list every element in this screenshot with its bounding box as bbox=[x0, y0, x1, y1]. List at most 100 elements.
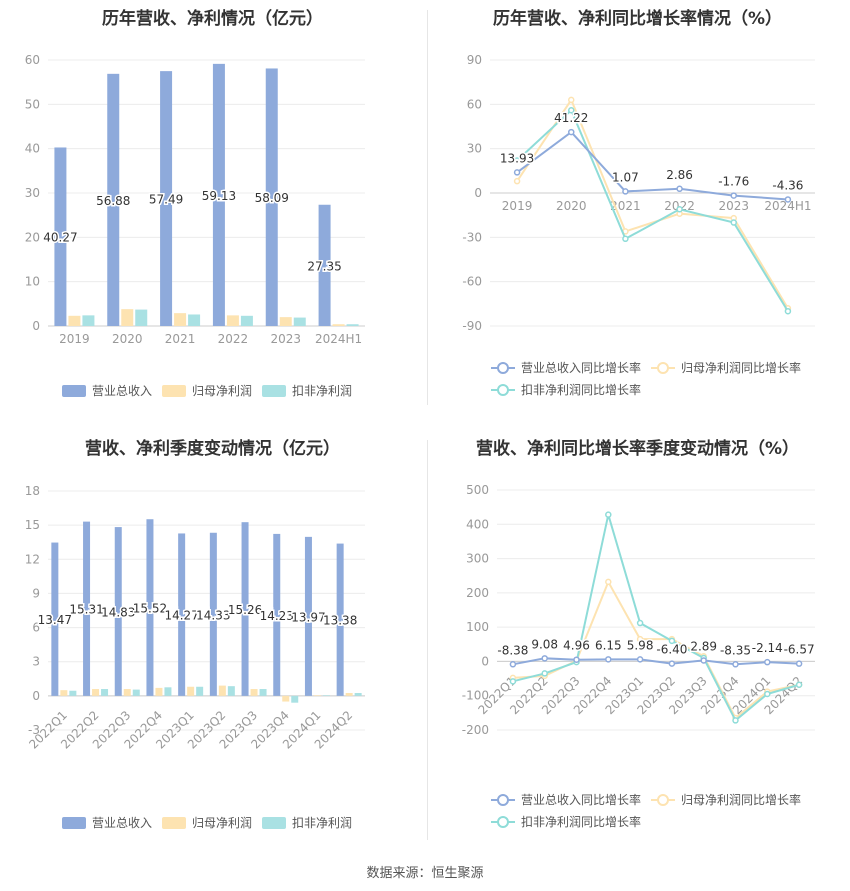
data-point bbox=[730, 192, 737, 199]
bar bbox=[336, 543, 344, 696]
legend-swatch bbox=[62, 817, 86, 829]
data-point bbox=[732, 717, 739, 724]
y-tick-label: 10 bbox=[25, 275, 40, 289]
data-label: -6.57 bbox=[784, 643, 815, 657]
y-tick-label: 15 bbox=[25, 518, 40, 532]
bar bbox=[318, 204, 331, 326]
y-tick-label: 500 bbox=[466, 483, 489, 497]
bar bbox=[226, 315, 239, 326]
bar bbox=[155, 687, 163, 696]
y-tick-label: 9 bbox=[32, 586, 40, 600]
x-tick-label: 2020 bbox=[112, 332, 143, 346]
bar bbox=[265, 68, 278, 327]
data-point bbox=[605, 656, 612, 663]
legend-swatch bbox=[262, 385, 286, 397]
bar bbox=[51, 542, 59, 696]
y-tick-label: 300 bbox=[466, 552, 489, 566]
data-point bbox=[784, 196, 792, 203]
y-tick-label: 18 bbox=[25, 484, 40, 498]
series-line bbox=[516, 97, 789, 309]
y-tick-label: 40 bbox=[25, 142, 40, 156]
data-point bbox=[605, 511, 612, 518]
data-point bbox=[568, 106, 575, 114]
data-point bbox=[622, 188, 629, 195]
data-label: -8.38 bbox=[497, 643, 528, 657]
chart-title: 营收、净利季度变动情况（亿元） bbox=[85, 439, 340, 459]
legend-marker bbox=[657, 794, 669, 806]
data-point bbox=[568, 96, 575, 104]
data-label: 40.27 bbox=[43, 231, 77, 245]
x-tick-label: 2020 bbox=[556, 199, 587, 213]
data-point bbox=[513, 177, 521, 185]
x-tick-label: 2022 bbox=[218, 332, 249, 346]
x-tick-label: 2023 bbox=[718, 199, 749, 213]
legend-label: 归母净利润同比增长率 bbox=[681, 792, 801, 807]
bar bbox=[83, 521, 91, 696]
x-tick-label: 2022 bbox=[664, 199, 695, 213]
data-point bbox=[513, 157, 521, 164]
bar bbox=[212, 63, 225, 327]
bar bbox=[123, 689, 131, 696]
legend-marker bbox=[497, 384, 509, 396]
bar bbox=[135, 309, 148, 326]
data-point bbox=[795, 660, 803, 667]
data-label: -4.36 bbox=[772, 178, 803, 192]
chart-title: 历年营收、净利情况（亿元） bbox=[102, 9, 323, 29]
y-tick-label: 0 bbox=[32, 319, 40, 333]
bar bbox=[322, 695, 330, 696]
x-tick-label: 2021 bbox=[610, 199, 641, 213]
legend-swatch bbox=[262, 817, 286, 829]
y-tick-label: 200 bbox=[466, 586, 489, 600]
y-tick-label: 90 bbox=[467, 53, 482, 67]
bar bbox=[282, 695, 290, 702]
y-tick-label: -30 bbox=[462, 230, 482, 244]
legend-swatch bbox=[162, 385, 186, 397]
chart-title: 营收、净利同比增长率季度变动情况（%） bbox=[475, 439, 800, 459]
data-label: 4.96 bbox=[563, 639, 590, 653]
bar bbox=[164, 687, 172, 696]
y-tick-label: 60 bbox=[467, 97, 482, 111]
legend-marker bbox=[497, 816, 509, 828]
data-point bbox=[636, 619, 644, 627]
data-label: 2.86 bbox=[666, 168, 693, 182]
x-tick-label: 2019 bbox=[502, 199, 533, 213]
legend-label: 营业总收入 bbox=[92, 816, 152, 830]
legend-label: 扣非净利润同比增长率 bbox=[521, 382, 641, 397]
data-point bbox=[622, 235, 629, 243]
data-point bbox=[636, 656, 644, 663]
data-label: 58.09 bbox=[255, 191, 289, 205]
x-tick-label: 2019 bbox=[59, 332, 90, 346]
data-point bbox=[676, 185, 683, 193]
bar bbox=[227, 686, 235, 696]
x-tick-label: 2023 bbox=[270, 332, 301, 346]
data-point bbox=[509, 678, 517, 685]
bar bbox=[54, 147, 67, 326]
annual-growth-panel: 历年营收、净利同比增长率情况（%） -90 -60 -30 0 30 60 90 2019 20… bbox=[425, 0, 850, 430]
bar bbox=[188, 314, 201, 326]
y-tick-label: 0 bbox=[481, 654, 489, 668]
legend-label: 扣非净利润 bbox=[292, 816, 352, 830]
legend-label: 营业总收入 bbox=[92, 384, 152, 398]
legend-swatch bbox=[162, 817, 186, 829]
series-line bbox=[516, 108, 789, 312]
legend-marker bbox=[497, 794, 509, 806]
data-source-footer: 数据来源：恒生聚源 bbox=[366, 866, 484, 881]
data-label: 9.08 bbox=[531, 637, 558, 651]
annual-growth-chart: -90 -60 -30 0 30 60 90 2019 2020 2021 2022 2023 2024… bbox=[462, 53, 815, 397]
bar bbox=[132, 689, 140, 696]
data-label: 14.83 bbox=[101, 605, 135, 619]
data-point bbox=[676, 206, 683, 213]
bar bbox=[293, 317, 306, 326]
data-point bbox=[784, 307, 792, 315]
bar bbox=[209, 532, 217, 696]
series-line bbox=[512, 657, 800, 666]
data-label: 59.13 bbox=[202, 189, 236, 203]
y-tick-label: 50 bbox=[25, 97, 40, 111]
data-label: 15.52 bbox=[133, 602, 167, 616]
y-tick-label: 12 bbox=[25, 552, 40, 566]
data-label: 15.26 bbox=[228, 603, 262, 617]
y-tick-label: 20 bbox=[25, 230, 40, 244]
y-tick-label: 30 bbox=[25, 186, 40, 200]
series-line bbox=[512, 514, 800, 722]
bar bbox=[60, 690, 68, 696]
